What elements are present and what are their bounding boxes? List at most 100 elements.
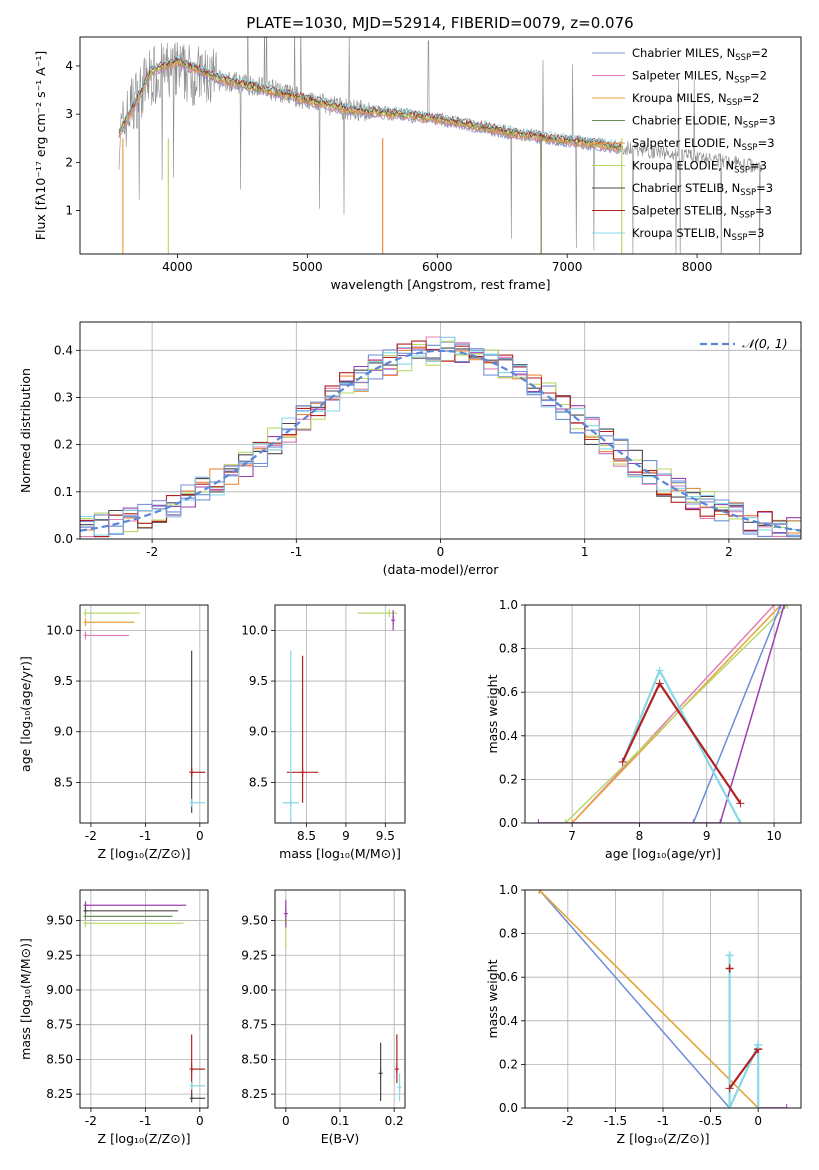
- y-axis-label: mass weight: [485, 674, 500, 753]
- data-point: [83, 912, 173, 921]
- x-tick-label: 9: [342, 829, 350, 843]
- x-axis-label: mass [log₁₀(M/M⊙)]: [279, 846, 401, 861]
- data-point: [189, 1094, 206, 1103]
- x-tick-label: -1: [290, 545, 302, 559]
- y-axis-label: Normed distribution: [18, 368, 33, 493]
- x-tick-label: 0: [437, 545, 445, 559]
- chart-age-vs-z: -2 -1 0 8.5 9.0 9.5 10.0 Z [log₁₀(Z/Z⊙)] age [lo…: [18, 604, 209, 861]
- x-axis-label: E(B-V): [321, 1131, 360, 1146]
- legend: 𝒩(0, 1): [700, 336, 788, 351]
- y-tick-label: 0.4: [499, 729, 518, 743]
- x-tick-label: -2: [562, 1114, 574, 1128]
- legend-label: Salpeter MILES, NSSP=2: [632, 69, 767, 86]
- x-tick-label: -2: [85, 1114, 97, 1128]
- legend-label: Salpeter STELIB, NSSP=3: [632, 204, 772, 221]
- y-tick-label: 9.0: [249, 725, 268, 739]
- y-tick-label: 0.2: [499, 772, 518, 786]
- y-tick-label: 9.0: [54, 725, 73, 739]
- x-tick-label: -1.5: [604, 1114, 627, 1128]
- y-tick-label: 8.50: [46, 1052, 73, 1066]
- data-point: [83, 901, 187, 910]
- series-line-7: [621, 681, 742, 805]
- plot-frame: [274, 604, 406, 824]
- y-tick-label: 8.25: [46, 1087, 73, 1101]
- data-point: [394, 1034, 399, 1084]
- y-tick-label: 0.4: [54, 343, 73, 357]
- x-tick-label: 0: [196, 829, 204, 843]
- figure-title: PLATE=1030, MJD=52914, FIBERID=0079, z=0…: [246, 14, 633, 32]
- x-tick-label: 8.5: [297, 829, 316, 843]
- histogram-series-9: [80, 343, 801, 538]
- y-axis-label: mass weight: [485, 959, 500, 1038]
- series-line-5: [728, 955, 760, 1108]
- y-tick-label: 2: [65, 155, 73, 169]
- data-point: [83, 631, 130, 640]
- y-tick-label: 9.50: [241, 914, 268, 928]
- series-line-6: [728, 1048, 760, 1090]
- series-line-1: [538, 890, 731, 1108]
- y-tick-label: 0.0: [499, 816, 518, 830]
- legend-label: Chabrier MILES, NSSP=2: [632, 46, 768, 63]
- x-axis-label: Z [log₁₀(Z/Z⊙)]: [617, 1131, 710, 1146]
- chart-residuals: -2 -1 0 1 2 0.0 0.1 0.2 0.3 0.4 (data-model)/error…: [18, 321, 802, 577]
- chart-mass-weight-vs-z: -2 -1.5 -1 -0.5 0 0.0 0.2 0.4 0.6 0.8 1.0 Z [log₁₀(…: [485, 883, 802, 1146]
- x-tick-label: -1: [139, 1114, 151, 1128]
- grid: [80, 890, 208, 1108]
- data-point: [83, 618, 135, 627]
- legend-label: Kroupa STELIB, NSSP=3: [632, 226, 764, 243]
- y-tick-label: 10.0: [46, 623, 73, 637]
- data-point: [282, 650, 299, 823]
- data-point: [83, 609, 140, 618]
- x-tick-label: 0: [282, 1114, 290, 1128]
- x-tick-label: 7000: [552, 260, 583, 274]
- grid: [80, 605, 208, 823]
- data-point: [189, 798, 206, 807]
- series-line-1: [571, 605, 775, 823]
- plot-area: [283, 899, 402, 1102]
- grid: [525, 604, 801, 824]
- series-line-3: [564, 605, 789, 823]
- x-axis-label: wavelength [Angstrom, rest frame]: [330, 277, 550, 292]
- chart-mass-vs-z: -2 -1 0 8.25 8.50 8.75 9.00 9.25 9.50 Z [log₁₀(Z/…: [18, 889, 209, 1146]
- chart-spectrum: 4000 5000 6000 7000 8000 1 2 3 4 wavelength [Angs…: [33, 36, 802, 292]
- y-tick-label: 4: [65, 59, 73, 73]
- y-tick-label: 0.3: [54, 390, 73, 404]
- data-point: [83, 919, 184, 928]
- y-axis-label: Flux [fλ10⁻¹⁷ erg cm⁻² s⁻¹ A⁻¹]: [33, 51, 48, 240]
- plot-area: [118, 37, 763, 254]
- y-tick-label: 9.25: [46, 948, 73, 962]
- y-tick-label: 8.5: [54, 775, 73, 789]
- x-tick-label: 2: [725, 545, 733, 559]
- plot-frame: [79, 889, 209, 1109]
- y-tick-label: 1.0: [499, 598, 518, 612]
- data-point: [357, 609, 398, 618]
- grid: [275, 890, 405, 1108]
- y-tick-label: 0.1: [54, 485, 73, 499]
- x-tick-label: 0.2: [385, 1114, 404, 1128]
- y-tick-label: 8.25: [241, 1087, 268, 1101]
- y-tick-label: 0.0: [54, 532, 73, 546]
- data-point: [189, 1081, 206, 1090]
- data-point: [283, 899, 288, 928]
- x-tick-label: -1: [139, 829, 151, 843]
- x-tick-label: -0.5: [699, 1114, 722, 1128]
- series-line-5: [538, 605, 785, 823]
- plot-frame: [524, 889, 802, 1109]
- plot-area: [80, 336, 801, 538]
- grid: [525, 889, 801, 1109]
- series-model-9: [118, 53, 622, 147]
- series-line-6: [621, 667, 742, 823]
- x-tick-label: 9.5: [376, 829, 395, 843]
- x-tick-label: 0.1: [330, 1114, 349, 1128]
- series-line-3: [538, 890, 759, 1108]
- y-tick-label: 0.6: [499, 685, 518, 699]
- y-tick-label: 0.4: [499, 1014, 518, 1028]
- y-tick-label: 9.5: [249, 674, 268, 688]
- x-tick-label: 9: [703, 829, 711, 843]
- x-tick-label: 1: [581, 545, 589, 559]
- plot-frame: [79, 36, 802, 255]
- y-tick-label: 0.6: [499, 970, 518, 984]
- x-tick-label: -1: [657, 1114, 669, 1128]
- x-axis-label: (data-model)/error: [383, 562, 500, 577]
